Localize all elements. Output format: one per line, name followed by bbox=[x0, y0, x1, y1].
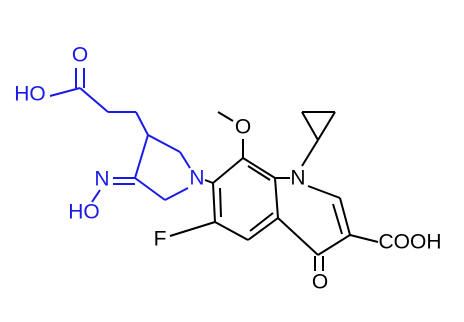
atom-label: COOH bbox=[379, 231, 442, 254]
bonds bbox=[49, 68, 379, 271]
atom-label: F bbox=[154, 228, 167, 251]
atom-label: HO bbox=[68, 201, 100, 224]
atom-label: N bbox=[94, 168, 109, 191]
atom-label: O bbox=[72, 44, 88, 67]
atom-label: N bbox=[290, 167, 305, 190]
atom-label: HO bbox=[14, 83, 46, 106]
atom-label: N bbox=[189, 167, 204, 190]
atom-label: O bbox=[235, 116, 251, 139]
atom-label: O bbox=[312, 271, 328, 294]
